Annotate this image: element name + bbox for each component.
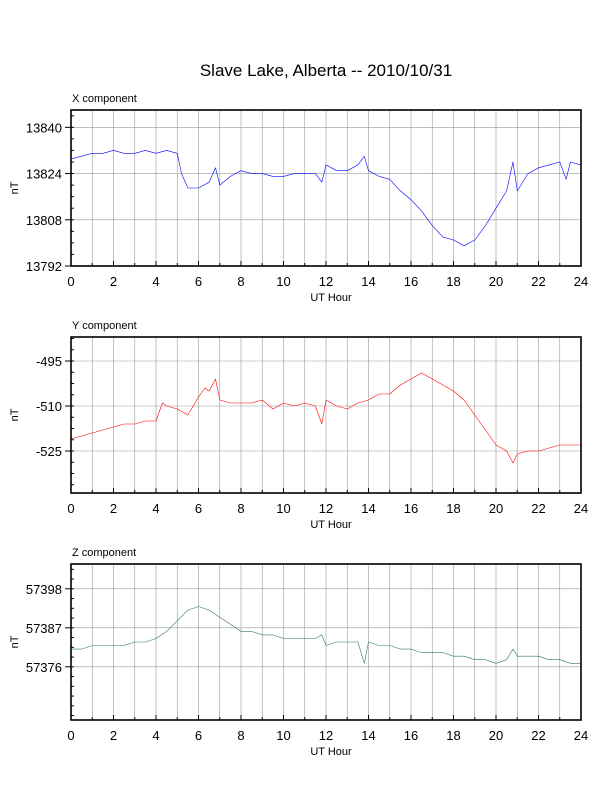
panel-x-xtick-label-2: 2 (110, 274, 117, 289)
panel-z-xtick-label-18: 18 (446, 728, 460, 743)
panel-x-series-line (70, 150, 582, 247)
panel-y-ytick-label--495: -495 (36, 354, 62, 369)
panel-z-xtick-label-2: 2 (110, 728, 117, 743)
panel-y-xtick-label-10: 10 (276, 501, 290, 516)
panel-x-xtick-label-24: 24 (574, 274, 588, 289)
panel-x-title: X component (72, 93, 137, 105)
panel-x-ytick-label-13808: 13808 (26, 213, 62, 228)
panel-z-xtick-label-10: 10 (276, 728, 290, 743)
panel-z-xtick-label-12: 12 (319, 728, 333, 743)
panel-x-xtick-label-12: 12 (319, 274, 333, 289)
panel-z-series-line (71, 606, 581, 664)
panel-y-xtick-label-0: 0 (67, 501, 74, 516)
figure-title: Slave Lake, Alberta -- 2010/10/31 (200, 61, 452, 80)
panel-z-title: Z component (72, 547, 136, 559)
panel-y-xtick-label-16: 16 (404, 501, 418, 516)
panel-x-xlabel: UT Hour (310, 292, 352, 304)
panel-y-xtick-label-14: 14 (361, 501, 375, 516)
panel-x-ytick-label-13792: 13792 (26, 259, 62, 274)
panel-y-xtick-label-22: 22 (531, 501, 545, 516)
panel-y-xtick-label-24: 24 (574, 501, 588, 516)
panel-x-xtick-label-10: 10 (276, 274, 290, 289)
panel-x-ytick-label-13824: 13824 (26, 167, 62, 182)
panel-y-ytick-label--525: -525 (36, 444, 62, 459)
panel-x-xtick-label-0: 0 (67, 274, 74, 289)
panel-y-series-line (70, 372, 581, 464)
panel-z-xtick-label-8: 8 (237, 728, 244, 743)
panel-y-xtick-label-12: 12 (319, 501, 333, 516)
panel-y-xlabel: UT Hour (310, 519, 352, 531)
panel-x-ytick-label-13840: 13840 (26, 120, 62, 135)
panel-y-xtick-label-8: 8 (237, 501, 244, 516)
panel-z-ytick-label-57376: 57376 (26, 660, 62, 675)
panel-z-xtick-label-14: 14 (361, 728, 375, 743)
panel-y-ylabel: nT (9, 408, 21, 421)
panel-x-ylabel: nT (9, 181, 21, 194)
panel-y-xtick-label-20: 20 (489, 501, 503, 516)
panel-y-xtick-label-6: 6 (195, 501, 202, 516)
panel-z-ylabel: nT (9, 635, 21, 648)
panel-z-ytick-label-57387: 57387 (26, 621, 62, 636)
panel-y-xtick-label-2: 2 (110, 501, 117, 516)
panel-x-xtick-label-18: 18 (446, 274, 460, 289)
panel-z-xtick-label-4: 4 (152, 728, 159, 743)
panel-z-xtick-label-20: 20 (489, 728, 503, 743)
panel-z-xtick-label-16: 16 (404, 728, 418, 743)
panel-y-xtick-label-18: 18 (446, 501, 460, 516)
panel-z-xtick-label-22: 22 (531, 728, 545, 743)
panel-y-xtick-label-4: 4 (152, 501, 159, 516)
panel-x-xtick-label-6: 6 (195, 274, 202, 289)
panel-x-xtick-label-4: 4 (152, 274, 159, 289)
panel-z-xtick-label-24: 24 (574, 728, 588, 743)
panel-z-ytick-label-57398: 57398 (26, 582, 62, 597)
panel-x-xtick-label-14: 14 (361, 274, 375, 289)
panel-x-xtick-label-20: 20 (489, 274, 503, 289)
panel-y-title: Y component (72, 320, 137, 332)
panel-x-xtick-label-16: 16 (404, 274, 418, 289)
panel-x-xtick-label-22: 22 (531, 274, 545, 289)
panel-y-ytick-label--510: -510 (36, 399, 62, 414)
panel-z-xlabel: UT Hour (310, 746, 352, 758)
panel-z-xtick-label-0: 0 (67, 728, 74, 743)
panel-x-xtick-label-8: 8 (237, 274, 244, 289)
panel-z-xtick-label-6: 6 (195, 728, 202, 743)
